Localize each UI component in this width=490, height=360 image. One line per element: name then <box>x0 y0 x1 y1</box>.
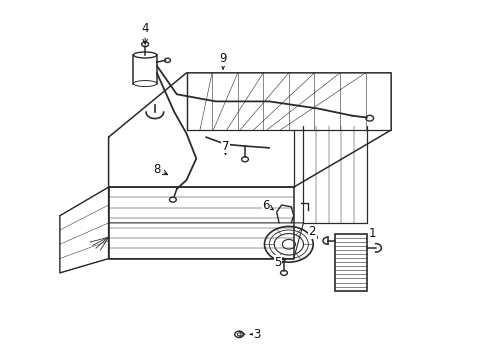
Circle shape <box>366 115 374 121</box>
Circle shape <box>242 157 248 162</box>
Circle shape <box>165 58 171 63</box>
Ellipse shape <box>133 52 157 58</box>
Bar <box>335 234 367 291</box>
Text: 6: 6 <box>262 198 273 212</box>
Text: 2: 2 <box>309 225 318 238</box>
Text: 4: 4 <box>142 22 149 44</box>
Circle shape <box>142 42 148 47</box>
Circle shape <box>274 234 303 255</box>
Circle shape <box>265 226 313 262</box>
Circle shape <box>282 239 295 249</box>
Text: 7: 7 <box>222 140 229 155</box>
Circle shape <box>237 333 241 336</box>
Text: 1: 1 <box>369 227 376 241</box>
Ellipse shape <box>133 81 157 86</box>
Text: 8: 8 <box>153 163 168 176</box>
Bar <box>133 55 157 84</box>
Circle shape <box>281 270 288 275</box>
Text: 9: 9 <box>220 52 227 69</box>
Circle shape <box>235 331 244 338</box>
Circle shape <box>170 197 176 202</box>
Text: 5: 5 <box>274 256 286 269</box>
Text: 3: 3 <box>250 328 261 341</box>
